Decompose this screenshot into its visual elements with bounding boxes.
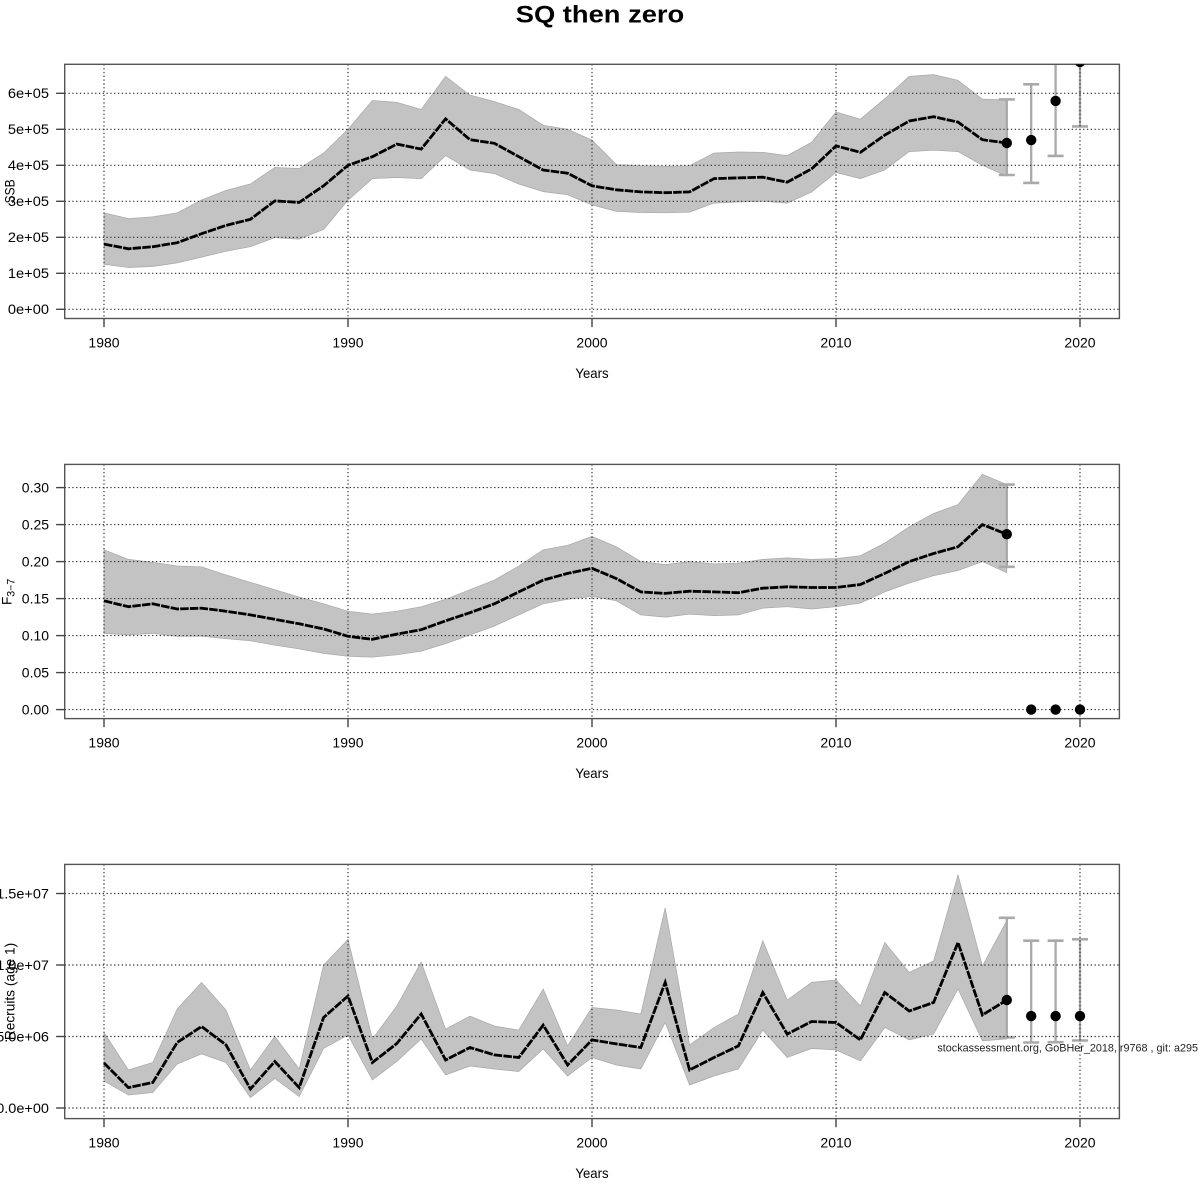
- svg-text:1990: 1990: [332, 336, 364, 351]
- svg-text:0.25: 0.25: [22, 517, 49, 532]
- svg-text:1.0e+07: 1.0e+07: [0, 958, 49, 973]
- svg-text:0.15: 0.15: [22, 591, 49, 606]
- svg-text:6e+05: 6e+05: [8, 86, 49, 101]
- svg-text:0.00: 0.00: [22, 702, 50, 717]
- svg-text:2010: 2010: [820, 336, 852, 351]
- svg-text:Recruits (age 1): Recruits (age 1): [3, 943, 18, 1040]
- svg-text:3e+05: 3e+05: [8, 194, 49, 209]
- svg-text:1e+05: 1e+05: [8, 266, 49, 281]
- svg-text:Years: Years: [575, 766, 608, 781]
- svg-text:5.0e+06: 5.0e+06: [0, 1029, 49, 1044]
- svg-text:1980: 1980: [88, 736, 120, 751]
- svg-text:1990: 1990: [332, 736, 364, 751]
- svg-text:stockassessment.org, GoBHer_20: stockassessment.org, GoBHer_2018, r9768 …: [937, 1043, 1198, 1055]
- svg-text:0.30: 0.30: [22, 480, 50, 495]
- svg-text:2020: 2020: [1064, 736, 1096, 751]
- svg-text:0.10: 0.10: [22, 628, 50, 643]
- svg-text:1980: 1980: [88, 1136, 120, 1151]
- svg-text:2020: 2020: [1064, 1136, 1096, 1151]
- svg-text:0e+00: 0e+00: [8, 302, 50, 317]
- svg-text:2010: 2010: [820, 1136, 852, 1151]
- svg-text:2010: 2010: [820, 736, 852, 751]
- svg-text:0.20: 0.20: [22, 554, 50, 569]
- svg-text:Years: Years: [575, 366, 608, 381]
- svg-text:5e+05: 5e+05: [8, 122, 49, 137]
- svg-text:1.5e+07: 1.5e+07: [0, 886, 49, 901]
- svg-text:Years: Years: [575, 1166, 608, 1181]
- svg-text:0.05: 0.05: [22, 665, 49, 680]
- svg-text:2e+05: 2e+05: [8, 230, 49, 245]
- svg-text:SSB: SSB: [3, 179, 18, 203]
- svg-text:2000: 2000: [576, 1136, 608, 1151]
- svg-text:2000: 2000: [576, 336, 608, 351]
- svg-text:1990: 1990: [332, 1136, 364, 1151]
- svg-text:0.0e+00: 0.0e+00: [0, 1101, 49, 1116]
- svg-text:1980: 1980: [88, 336, 120, 351]
- svg-text:2020: 2020: [1064, 336, 1096, 351]
- svg-text:SQ then zero: SQ then zero: [516, 2, 685, 29]
- svg-text:4e+05: 4e+05: [8, 158, 49, 173]
- svg-text:2000: 2000: [576, 736, 608, 751]
